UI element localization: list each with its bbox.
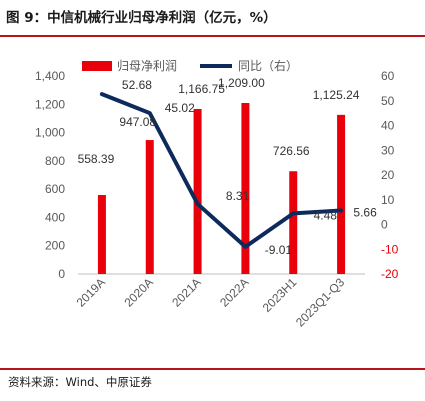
right-tick-label: 50 xyxy=(381,94,395,108)
line-data-label: -9.01 xyxy=(265,243,293,257)
right-tick-label: 10 xyxy=(381,193,395,207)
bar-data-label: 1,125.24 xyxy=(313,88,360,102)
bar xyxy=(145,140,154,274)
bottom-rule xyxy=(0,368,425,370)
line-data-label: 52.68 xyxy=(122,78,152,92)
right-tick-label: -10 xyxy=(381,242,399,256)
right-tick-label: 20 xyxy=(381,168,395,182)
bar xyxy=(193,108,202,274)
bar xyxy=(337,114,346,274)
bar-data-labels: 558.39 947.08 1,166.751,209.00 726.56 1,125.… xyxy=(78,76,360,166)
line-data-label: 8.31 xyxy=(226,189,250,203)
x-tick-label: 2023H1 xyxy=(260,275,300,315)
legend-swatch-bar xyxy=(82,61,112,71)
legend-label-bar: 归母净利润 xyxy=(117,59,177,73)
left-tick-label: 1,000 xyxy=(35,126,65,140)
left-tick-label: 600 xyxy=(45,182,65,196)
bar-data-label: 947.08 xyxy=(119,115,156,129)
source-note: 资料来源：Wind、中原证券 xyxy=(8,375,152,389)
right-tick-label: 40 xyxy=(381,119,395,133)
left-tick-label: 1,200 xyxy=(35,97,65,111)
x-tick-label: 2021A xyxy=(169,275,203,309)
combo-chart: 归母净利润 同比（右） 02004006008001,0001,2001,400… xyxy=(35,58,399,329)
x-tick-label: 2022A xyxy=(217,275,251,309)
top-rule xyxy=(0,35,425,37)
line-data-labels: 52.68 45.02 8.31 -9.01 4.48 5.66 xyxy=(122,78,377,257)
line-data-label: 5.66 xyxy=(353,205,377,219)
bar-data-label: 726.56 xyxy=(273,144,310,158)
legend: 归母净利润 同比（右） xyxy=(82,58,298,73)
x-tick-label: 2020A xyxy=(121,275,155,309)
line-data-label: 4.48 xyxy=(314,208,338,222)
legend-label-line: 同比（右） xyxy=(238,58,298,73)
bar xyxy=(97,195,106,274)
right-axis: -20 -10 0 10 20 30 40 50 60 xyxy=(381,69,399,281)
left-tick-label: 0 xyxy=(58,267,65,281)
left-tick-label: 1,400 xyxy=(35,69,65,83)
left-tick-label: 800 xyxy=(45,154,65,168)
yoy-line xyxy=(99,92,344,249)
line-data-label: 45.02 xyxy=(165,101,195,115)
x-tick-label: 2019A xyxy=(74,275,108,309)
right-tick-label: 60 xyxy=(381,69,395,83)
right-tick-label: -20 xyxy=(381,267,399,281)
left-tick-label: 400 xyxy=(45,210,65,224)
bar xyxy=(241,103,250,275)
right-tick-label: 0 xyxy=(381,218,388,232)
x-tick-label: 2023Q1-Q3 xyxy=(293,275,347,329)
bar-data-label: 1,209.00 xyxy=(218,76,265,90)
bar xyxy=(289,171,298,274)
left-axis: 0 200 400 600 800 1,000 1,200 1,400 xyxy=(35,69,65,281)
left-tick-label: 200 xyxy=(45,239,65,253)
line-series xyxy=(99,92,344,249)
figure-title: 图 9：中信机械行业归母净利润（亿元，%） xyxy=(6,10,277,26)
bar-series xyxy=(97,103,346,275)
right-tick-label: 30 xyxy=(381,143,395,157)
bar-data-label: 1,166.75 xyxy=(178,82,225,96)
bar-data-label: 558.39 xyxy=(78,152,115,166)
